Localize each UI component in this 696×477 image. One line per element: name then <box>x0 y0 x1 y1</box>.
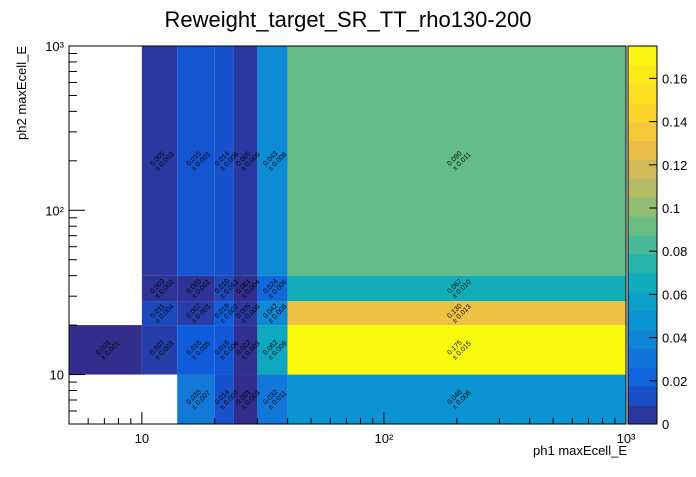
heatmap-cell <box>233 374 258 424</box>
heatmap-cell <box>233 46 258 276</box>
y-tick-label: 10² <box>45 203 64 218</box>
heatmap-cell <box>233 301 258 326</box>
color-scale-bar: 0 0.02 0.04 0.06 0.08 0.1 0.12 0.14 0.16 <box>627 45 687 432</box>
color-scale-tick-label: 0.08 <box>662 244 687 259</box>
color-scale-band <box>628 367 657 387</box>
plot-frame <box>68 45 627 425</box>
heatmap-cell <box>257 46 288 276</box>
y-tick-label: 10³ <box>45 39 64 54</box>
heatmap-cell <box>141 301 178 326</box>
color-scale-tick-label: 0.14 <box>662 115 687 130</box>
color-scale-tick-label: 0.02 <box>662 374 687 389</box>
x-axis-label: ph1 maxEcell_E <box>533 443 627 458</box>
color-scale-tick-label: 0.12 <box>662 158 687 173</box>
heatmap-cell <box>257 301 288 326</box>
heatmap-cell <box>214 325 234 375</box>
color-scale-tick-label: 0.1 <box>662 201 680 216</box>
x-tick-label: 10² <box>375 431 394 446</box>
heatmap-cell <box>233 275 258 302</box>
color-scale-band <box>628 197 657 217</box>
color-scale-band <box>628 102 657 123</box>
y-axis-label: ph2 maxEcell_E <box>14 46 29 140</box>
color-scale-tick-label: 0 <box>662 417 669 432</box>
color-scale-band <box>628 178 657 198</box>
heatmap-cell <box>69 325 142 375</box>
color-scale-band <box>628 405 657 425</box>
color-scale-band <box>628 216 657 236</box>
heatmap-cell <box>287 374 626 424</box>
heatmap-cell <box>214 374 234 424</box>
heatmap-cell <box>233 325 258 375</box>
color-scale-tick-label: 0.16 <box>662 71 687 86</box>
color-scale-band <box>628 310 657 330</box>
color-scale-band <box>628 253 657 274</box>
color-scale-band <box>628 46 657 66</box>
color-scale-band <box>628 64 657 85</box>
color-scale-band <box>628 121 657 141</box>
color-scale-band <box>628 329 657 349</box>
heatmap-cell <box>177 325 215 375</box>
color-scale-tick-label: 0.04 <box>662 331 687 346</box>
heatmap-cell <box>177 46 215 276</box>
heatmap-cell <box>141 275 178 302</box>
heatmap-cell <box>214 46 234 276</box>
chart-title: Reweight_target_SR_TT_rho130-200 <box>165 7 532 32</box>
heatmap-cell <box>177 275 215 302</box>
color-scale-band <box>628 140 657 160</box>
axes: 10 10² 10³ 10 10² 10³ <box>45 39 636 446</box>
heatmap-cell <box>287 325 626 375</box>
heatmap-cell <box>257 275 288 302</box>
heatmap-cells <box>69 46 626 424</box>
color-scale-band <box>628 291 657 312</box>
heatmap-cell <box>257 374 288 424</box>
color-scale-band <box>628 386 657 406</box>
heatmap-cell <box>257 325 288 375</box>
color-scale-band <box>628 83 657 104</box>
heatmap-cell <box>177 374 215 424</box>
heatmap-cell <box>214 301 234 326</box>
color-scale-frame <box>627 45 658 425</box>
y-tick-label: 10 <box>50 368 64 383</box>
heatmap-cell <box>214 275 234 302</box>
color-scale-tick-label: 0.06 <box>662 287 687 302</box>
heatmap-cell <box>141 46 178 276</box>
heatmap-cell <box>287 275 626 302</box>
heatmap-cell <box>177 301 215 326</box>
x-tick-label: 10³ <box>617 431 636 446</box>
color-scale-band <box>628 159 657 179</box>
color-scale-band <box>628 272 657 293</box>
color-scale-band <box>628 348 657 368</box>
color-scale-band <box>628 235 657 255</box>
heatmap-cell <box>141 325 178 375</box>
heatmap-cell <box>287 46 626 276</box>
heatmap-cell <box>287 301 626 326</box>
x-tick-label: 10 <box>135 431 149 446</box>
